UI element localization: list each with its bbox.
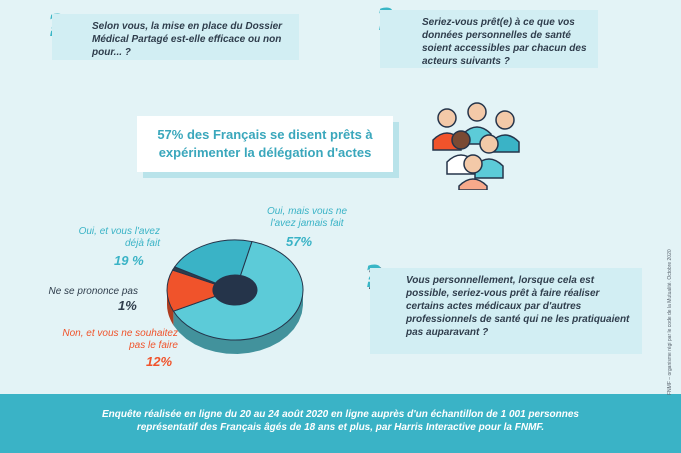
donut-side-1 (173, 291, 303, 354)
headline: 57% des Français se disent prêts à expér… (137, 116, 393, 172)
question-box-2: Seriez-vous prêt(e) à ce que vos données… (380, 10, 598, 68)
label-slice-1: Oui, mais vous ne l'avez jamais fait (262, 206, 382, 230)
slice-4-label: Oui, et vous l'avez déjà fait (78, 226, 160, 249)
slice-3-value: 1% (118, 298, 137, 313)
label-slice-4: Oui, et vous l'avez déjà fait (60, 226, 160, 250)
slice-1-label: Oui, mais vous ne l'avez jamais fait (266, 206, 348, 229)
donut-side-2 (167, 290, 174, 326)
slice-2-value: 12% (146, 354, 173, 369)
question-3-text: Vous personnellement, lorsque cela est p… (406, 275, 630, 338)
survey-footer: Enquête réalisée en ligne du 20 au 24 ao… (0, 394, 681, 453)
donut-hole (213, 275, 257, 305)
slice-4-value: 19 % (114, 253, 144, 268)
label-slice-3: Ne se prononce pas (20, 286, 138, 298)
question-2-text: Seriez-vous prêt(e) à ce que vos données… (422, 17, 587, 67)
donut-chart (166, 239, 304, 354)
footer-text: Enquête réalisée en ligne du 20 au 24 ao… (102, 409, 579, 433)
people-illustration-icon (432, 102, 520, 190)
slice-2-label: Non, et vous ne souhaitez pas le faire (62, 328, 178, 351)
question-box-1: Selon vous, la mise en place du Dossier … (52, 14, 299, 60)
slice-1-value: 57% (286, 234, 313, 249)
slice-3-label: Ne se prononce pas (48, 286, 138, 297)
question-1-text: Selon vous, la mise en place du Dossier … (92, 21, 283, 58)
label-slice-2: Non, et vous ne souhaitez pas le faire (60, 328, 178, 352)
credit-text: FNMF – organisme régi par le code de la … (667, 249, 673, 395)
question-box-3: Vous personnellement, lorsque cela est p… (370, 268, 642, 354)
